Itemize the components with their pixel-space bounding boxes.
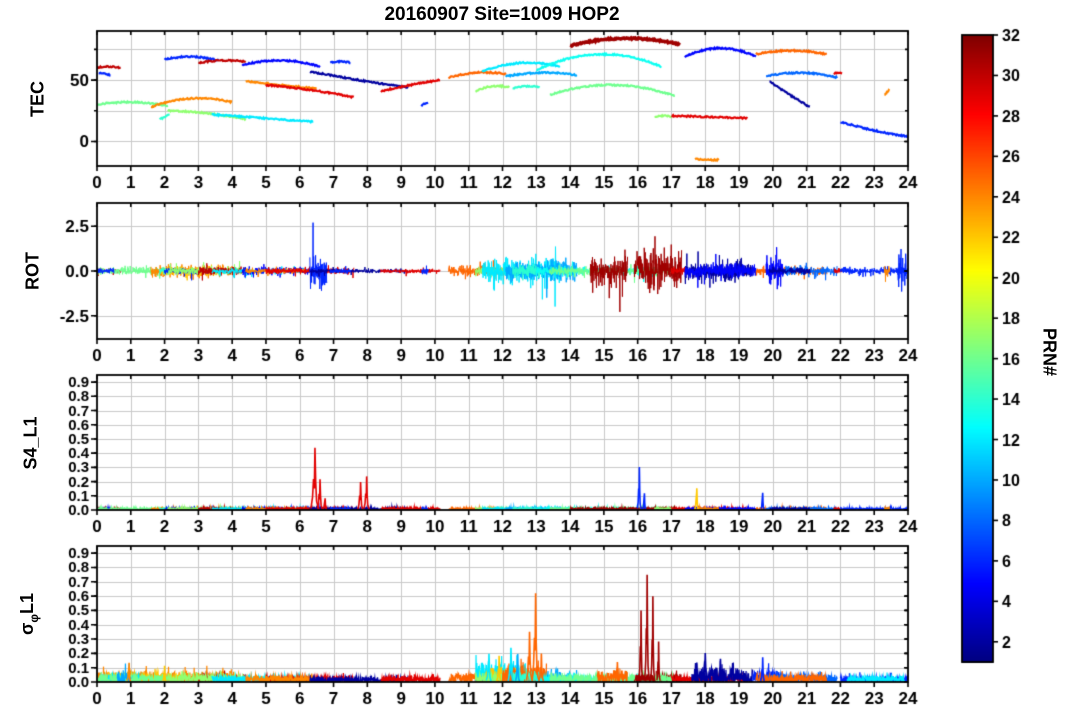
tec-axis-label: TEC <box>27 81 48 117</box>
rot-axis-label: ROT <box>22 252 43 290</box>
colorbar-label: PRN# <box>1039 327 1060 377</box>
sigma-axis-label: σφL1 <box>17 593 41 635</box>
figure-title: 20160907 Site=1009 HOP2 <box>384 4 620 25</box>
sigma-suffix: L1 <box>17 593 38 615</box>
s4-axis-label: S4_L1 <box>20 416 41 470</box>
sigma-symbol: σ <box>17 622 38 635</box>
sigma-subscript: φ <box>26 614 41 623</box>
